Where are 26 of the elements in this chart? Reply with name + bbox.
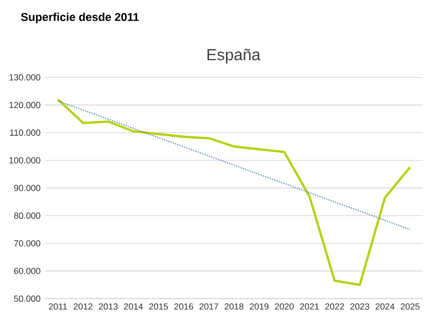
x-tick-label: 2019	[250, 303, 269, 310]
x-tick-label: 2017	[200, 303, 218, 310]
x-tick-label: 2020	[274, 303, 294, 310]
x-tick-label: 2011	[48, 303, 67, 310]
y-tick-label: 60.000	[14, 268, 40, 274]
y-tick-label: 100.000	[9, 157, 40, 164]
x-tick-label: 2016	[174, 303, 194, 310]
y-tick-label: 70.000	[14, 240, 40, 246]
x-tick-label: 2025	[400, 303, 420, 310]
y-tick-label: 130.000	[9, 74, 40, 80]
x-tick-label: 2021	[300, 303, 319, 310]
x-tick-label: 2023	[350, 303, 370, 310]
y-tick-label: 120.000	[9, 102, 40, 108]
y-tick-label: 50.000	[14, 296, 40, 302]
y-tick-label: 80.000	[14, 212, 40, 219]
chart-subtitle: España	[208, 48, 260, 64]
y-tick-label: 110.000	[10, 130, 40, 136]
x-tick-label: 2012	[74, 303, 92, 310]
chart-title: Superficie desde 2011	[21, 12, 139, 24]
x-tick-label: 2022	[325, 303, 344, 310]
x-tick-label: 2014	[124, 303, 143, 310]
x-tick-label: 2024	[376, 303, 394, 310]
x-tick-label: 2015	[149, 303, 168, 310]
x-tick-label: 2018	[224, 303, 244, 310]
x-tick-label: 2013	[98, 303, 118, 310]
y-tick-label: 90.000	[14, 184, 40, 192]
